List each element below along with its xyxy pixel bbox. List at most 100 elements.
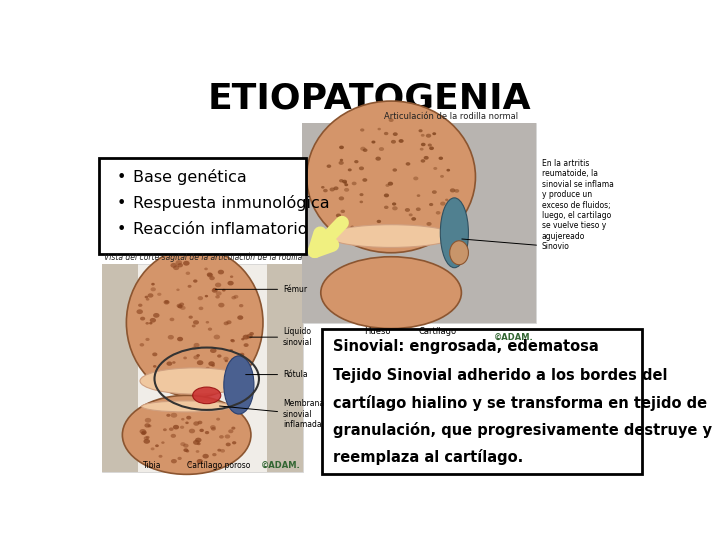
Circle shape	[175, 369, 181, 374]
Circle shape	[405, 162, 410, 166]
Circle shape	[360, 147, 366, 151]
Circle shape	[421, 143, 426, 146]
Circle shape	[231, 427, 235, 430]
Circle shape	[385, 184, 390, 187]
Circle shape	[426, 134, 431, 138]
Circle shape	[149, 322, 153, 325]
Circle shape	[206, 321, 210, 323]
Circle shape	[210, 425, 216, 429]
Circle shape	[212, 288, 217, 293]
Circle shape	[361, 233, 367, 237]
Circle shape	[144, 436, 149, 440]
Circle shape	[173, 425, 179, 429]
Circle shape	[186, 416, 192, 420]
Circle shape	[151, 283, 155, 286]
Circle shape	[196, 450, 199, 453]
Circle shape	[163, 300, 170, 305]
Circle shape	[192, 346, 197, 349]
Circle shape	[210, 374, 213, 377]
Circle shape	[177, 263, 183, 267]
Circle shape	[420, 159, 426, 163]
Circle shape	[230, 349, 233, 352]
Circle shape	[166, 361, 172, 366]
Circle shape	[226, 320, 232, 324]
Circle shape	[163, 428, 167, 431]
Circle shape	[351, 181, 356, 185]
Text: Sinovio: Sinovio	[462, 239, 570, 251]
Circle shape	[215, 282, 221, 287]
Circle shape	[392, 206, 397, 211]
Circle shape	[214, 335, 220, 340]
Circle shape	[186, 450, 189, 453]
Circle shape	[189, 315, 193, 319]
Circle shape	[208, 328, 212, 331]
Circle shape	[359, 166, 364, 170]
Ellipse shape	[307, 101, 475, 253]
Circle shape	[351, 226, 354, 228]
Circle shape	[243, 343, 248, 347]
Circle shape	[231, 296, 236, 299]
Circle shape	[204, 295, 208, 298]
Circle shape	[188, 462, 192, 465]
Circle shape	[233, 295, 238, 299]
Circle shape	[216, 418, 220, 421]
Circle shape	[164, 300, 169, 303]
Circle shape	[416, 207, 420, 211]
Circle shape	[205, 367, 210, 370]
Circle shape	[145, 296, 148, 299]
Ellipse shape	[321, 256, 462, 328]
Circle shape	[211, 364, 215, 367]
Circle shape	[195, 437, 202, 442]
Circle shape	[423, 156, 428, 160]
Circle shape	[199, 307, 203, 310]
Text: Cartílago: Cartílago	[419, 327, 457, 336]
Circle shape	[384, 206, 389, 209]
Circle shape	[338, 197, 344, 200]
Circle shape	[171, 459, 177, 463]
Circle shape	[440, 201, 446, 206]
Circle shape	[150, 287, 156, 292]
Circle shape	[183, 356, 187, 359]
Circle shape	[237, 315, 243, 320]
Circle shape	[145, 322, 149, 325]
Circle shape	[197, 360, 204, 365]
Circle shape	[438, 157, 443, 160]
Circle shape	[176, 288, 180, 291]
Circle shape	[393, 132, 397, 136]
Circle shape	[184, 448, 188, 452]
Circle shape	[217, 269, 224, 274]
Circle shape	[399, 139, 404, 143]
Circle shape	[436, 211, 441, 214]
Circle shape	[348, 168, 352, 171]
Circle shape	[432, 132, 436, 135]
Circle shape	[384, 132, 388, 135]
Circle shape	[168, 406, 174, 410]
Circle shape	[359, 193, 364, 196]
Text: Líquido
sinovial: Líquido sinovial	[250, 327, 312, 347]
Circle shape	[203, 379, 208, 382]
Circle shape	[450, 188, 455, 192]
Circle shape	[152, 353, 158, 356]
Circle shape	[166, 414, 171, 417]
Circle shape	[157, 293, 161, 296]
Text: reemplaza al cartílago.: reemplaza al cartílago.	[333, 449, 523, 465]
Circle shape	[212, 288, 217, 291]
Circle shape	[323, 189, 328, 192]
Circle shape	[336, 213, 341, 218]
Circle shape	[153, 365, 156, 368]
Circle shape	[189, 429, 195, 434]
Circle shape	[179, 382, 185, 387]
Circle shape	[207, 273, 213, 278]
Circle shape	[178, 305, 183, 308]
Circle shape	[197, 459, 203, 464]
Circle shape	[176, 303, 182, 308]
Circle shape	[199, 429, 204, 432]
Text: En la artritis
reumatoide, la
sinovial se inflama
y produce un
exceso de fluidos: En la artritis reumatoide, la sinovial s…	[542, 159, 614, 241]
Text: Reacción inflamatorio: Reacción inflamatorio	[133, 222, 307, 237]
Circle shape	[140, 429, 146, 434]
Circle shape	[409, 231, 413, 235]
FancyBboxPatch shape	[322, 329, 642, 474]
Circle shape	[186, 272, 190, 275]
Circle shape	[207, 272, 212, 276]
Circle shape	[388, 181, 393, 186]
